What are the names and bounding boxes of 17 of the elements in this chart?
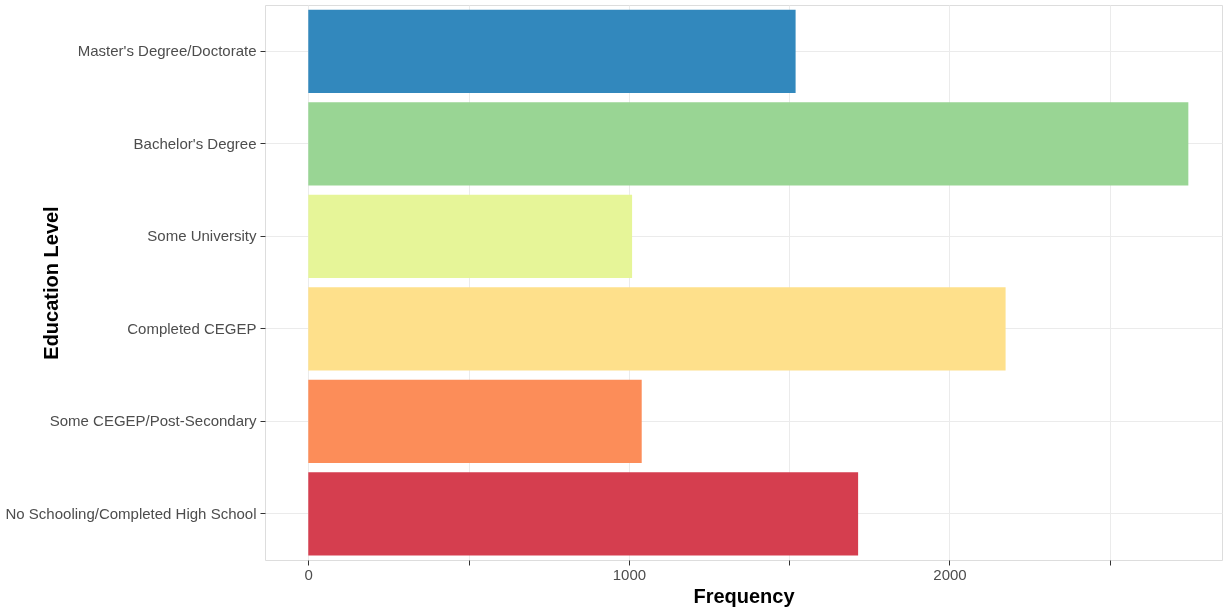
x-tick-label: 2000	[933, 565, 967, 583]
y-tick-label: Some CEGEP/Post-Secondary	[49, 412, 257, 430]
bar	[308, 472, 859, 556]
bar	[308, 287, 1006, 371]
x-tick-label: 0	[304, 565, 313, 583]
y-tick-label: Master's Degree/Doctorate	[77, 42, 257, 60]
bar	[308, 9, 796, 93]
bar	[308, 379, 642, 463]
y-tick-label: Bachelor's Degree	[133, 134, 257, 152]
bar	[308, 102, 1189, 186]
y-axis-title: Education Level	[39, 206, 62, 360]
y-tick-label: Completed CEGEP	[127, 319, 257, 337]
y-tick-label: Some University	[147, 227, 257, 245]
bar	[308, 194, 633, 278]
x-tick-label: 1000	[612, 565, 647, 583]
y-tick-label: No Schooling/Completed High School	[5, 504, 257, 522]
x-axis-title: Frequency	[693, 584, 796, 607]
